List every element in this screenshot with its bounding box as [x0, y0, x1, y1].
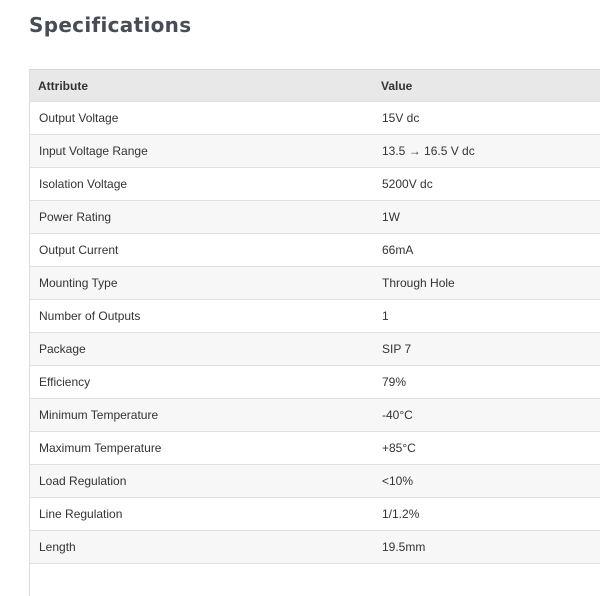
- table-row: Minimum Temperature-40°C: [30, 399, 600, 432]
- table-row: Load Regulation<10%: [30, 465, 600, 498]
- cell-value: 13.5 → 16.5 V dc: [373, 135, 600, 168]
- cell-value: [373, 564, 600, 596]
- cell-attribute: Minimum Temperature: [30, 399, 374, 432]
- cell-attribute: Power Rating: [30, 201, 374, 234]
- cell-attribute: Output Current: [30, 234, 374, 267]
- cell-value: 15V dc: [373, 102, 600, 135]
- table-row: [30, 564, 600, 596]
- cell-value: 1: [373, 300, 600, 333]
- cell-value: 66mA: [373, 234, 600, 267]
- cell-value: -40°C: [373, 399, 600, 432]
- column-header-value: Value: [373, 70, 600, 102]
- cell-value: 1W: [373, 201, 600, 234]
- cell-value: +85°C: [373, 432, 600, 465]
- table-header-row: Attribute Value: [30, 70, 600, 102]
- cell-attribute: [30, 564, 374, 596]
- cell-value: 1/1.2%: [373, 498, 600, 531]
- table-row: Maximum Temperature+85°C: [30, 432, 600, 465]
- page-title: Specifications: [29, 13, 191, 37]
- cell-attribute: Input Voltage Range: [30, 135, 374, 168]
- cell-value: 5200V dc: [373, 168, 600, 201]
- cell-attribute: Load Regulation: [30, 465, 374, 498]
- cell-value: <10%: [373, 465, 600, 498]
- cell-attribute: Package: [30, 333, 374, 366]
- cell-value: SIP 7: [373, 333, 600, 366]
- cell-attribute: Length: [30, 531, 374, 564]
- cell-attribute: Number of Outputs: [30, 300, 374, 333]
- cell-attribute: Line Regulation: [30, 498, 374, 531]
- column-header-attribute: Attribute: [30, 70, 374, 102]
- cell-attribute: Mounting Type: [30, 267, 374, 300]
- cell-value: 19.5mm: [373, 531, 600, 564]
- cell-attribute: Maximum Temperature: [30, 432, 374, 465]
- cell-attribute: Efficiency: [30, 366, 374, 399]
- cell-attribute: Output Voltage: [30, 102, 374, 135]
- cell-attribute: Isolation Voltage: [30, 168, 374, 201]
- cell-value: 79%: [373, 366, 600, 399]
- cell-value: Through Hole: [373, 267, 600, 300]
